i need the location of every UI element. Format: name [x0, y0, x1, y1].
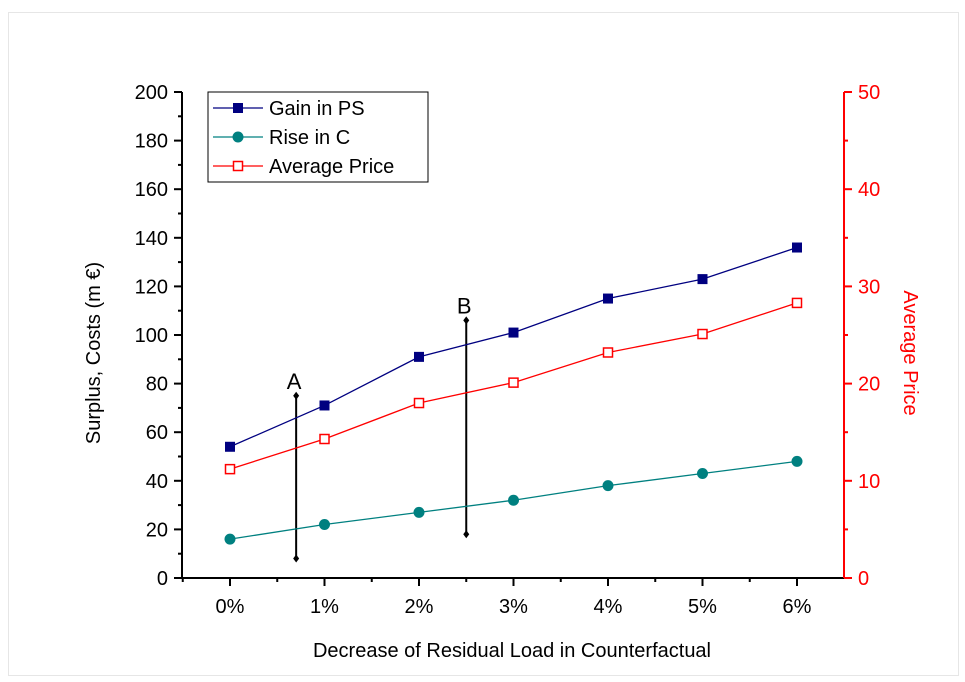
y-tick-label: 60	[146, 422, 168, 444]
y2-tick-label: 50	[858, 82, 880, 104]
point-rise-in-c	[319, 519, 330, 531]
point-average-price	[508, 377, 519, 388]
y-tick-label: 200	[135, 82, 168, 104]
y-tick-label: 180	[135, 131, 168, 153]
annotation-end-top	[463, 316, 470, 325]
point-rise-in-c	[697, 468, 708, 480]
y2-tick-label: 20	[858, 374, 880, 396]
y-tick-label: 40	[146, 471, 168, 493]
x-tick-label: 1%	[310, 596, 339, 618]
y2-axis-label: Average Price	[899, 290, 921, 415]
x-tick-label: 2%	[405, 596, 434, 618]
series-group	[224, 242, 803, 545]
y-tick-label: 20	[146, 519, 168, 541]
y-tick-label: 0	[157, 568, 168, 590]
point-rise-in-c	[508, 494, 519, 506]
x-tick-label: 5%	[688, 596, 717, 618]
legend: Gain in PS Rise in C Average Price	[207, 91, 429, 183]
y2-tick-label: 30	[858, 276, 880, 298]
legend-marker-average-price	[232, 160, 244, 172]
point-gain-in-ps	[319, 400, 330, 411]
point-average-price	[697, 328, 708, 340]
annotation-end-bottom	[293, 554, 300, 563]
point-gain-in-ps	[225, 441, 235, 452]
point-average-price	[224, 463, 236, 475]
y-tick-label: 160	[135, 179, 168, 201]
y-tick-label: 80	[146, 374, 168, 396]
y2-tick-label: 0	[858, 568, 869, 590]
y2-tick-label: 40	[858, 179, 880, 201]
point-average-price	[319, 433, 330, 445]
point-gain-in-ps	[792, 242, 802, 253]
point-rise-in-c	[602, 480, 614, 492]
legend-label-average-price: Average Price	[269, 156, 394, 178]
annotation-end-bottom	[463, 530, 470, 539]
axes: 0 20 40 60 80 100 120 140 160 180 200 0 10 20 30 40 50 0%…	[135, 82, 881, 618]
annotation-label-b: B	[457, 293, 472, 318]
point-rise-in-c	[413, 506, 425, 518]
legend-label-gain-in-ps: Gain in PS	[269, 98, 365, 120]
x-axis-label: Decrease of Residual Load in Counterfact…	[313, 640, 711, 662]
legend-marker-rise-in-c	[232, 131, 244, 143]
x-tick-label: 4%	[594, 596, 623, 618]
y-tick-label: 100	[135, 325, 168, 347]
point-gain-in-ps	[603, 293, 613, 304]
x-tick-label: 6%	[783, 596, 812, 618]
chart-frame	[8, 12, 959, 676]
x-tick-label: 0%	[216, 596, 245, 618]
y-tick-label: 140	[135, 228, 168, 250]
series-line-gain-in-ps	[229, 246, 798, 448]
legend-marker-gain-in-ps	[233, 103, 243, 113]
y-tick-label: 120	[135, 276, 168, 298]
annotation-end-top	[293, 391, 300, 400]
point-rise-in-c	[224, 533, 236, 545]
point-average-price	[602, 347, 614, 358]
annotation-label-a: A	[287, 369, 302, 394]
y2-tick-label: 10	[858, 471, 880, 493]
legend-label-rise-in-c: Rise in C	[269, 127, 350, 149]
annotations: AB	[287, 293, 472, 563]
point-gain-in-ps	[508, 327, 519, 338]
point-average-price	[413, 397, 425, 409]
point-rise-in-c	[791, 455, 803, 467]
point-gain-in-ps	[697, 274, 708, 285]
point-average-price	[791, 297, 803, 309]
x-tick-label: 3%	[499, 596, 528, 618]
point-gain-in-ps	[414, 351, 424, 362]
y-axis-label: Surplus, Costs (m €)	[83, 262, 105, 444]
